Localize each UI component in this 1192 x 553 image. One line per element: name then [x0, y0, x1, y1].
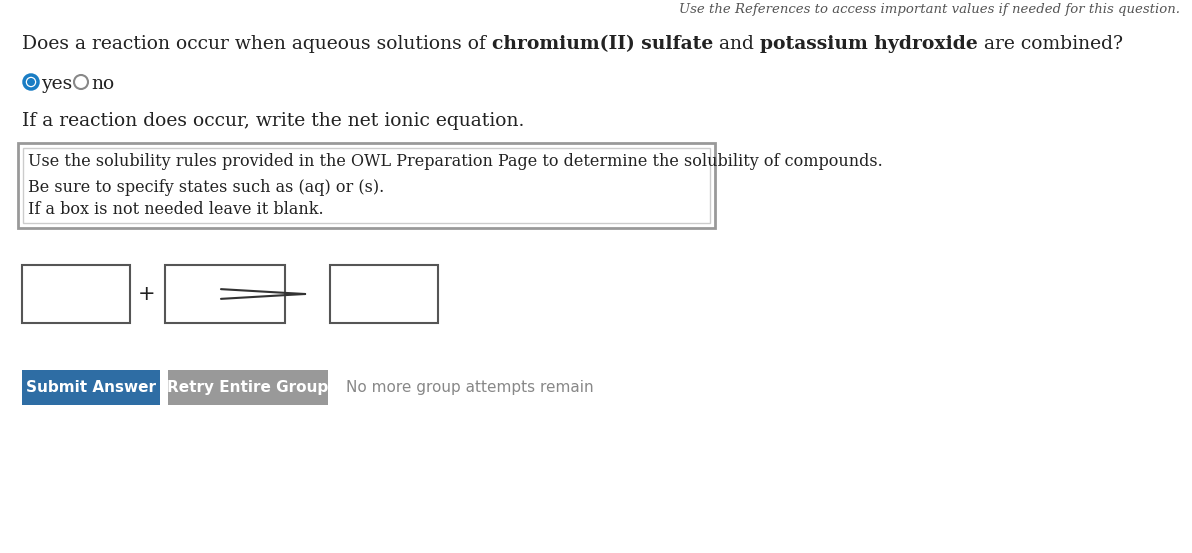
Circle shape [27, 78, 35, 86]
FancyBboxPatch shape [21, 370, 160, 405]
Text: are combined?: are combined? [977, 35, 1123, 53]
FancyBboxPatch shape [168, 370, 328, 405]
FancyBboxPatch shape [21, 265, 130, 323]
Text: yes: yes [41, 75, 73, 93]
Text: Does a reaction occur when aqueous solutions of: Does a reaction occur when aqueous solut… [21, 35, 492, 53]
Text: Use the solubility rules provided in the OWL Preparation Page to determine the s: Use the solubility rules provided in the… [27, 153, 883, 170]
Text: and: and [713, 35, 760, 53]
Text: If a box is not needed leave it blank.: If a box is not needed leave it blank. [27, 201, 323, 218]
Text: Be sure to specify states such as (aq) or (s).: Be sure to specify states such as (aq) o… [27, 179, 384, 196]
FancyBboxPatch shape [330, 265, 437, 323]
Text: +: + [138, 284, 156, 304]
Text: chromium(II) sulfate: chromium(II) sulfate [492, 35, 713, 53]
Text: Submit Answer: Submit Answer [26, 380, 156, 395]
FancyBboxPatch shape [23, 148, 710, 223]
Text: Use the References to access important values if needed for this question.: Use the References to access important v… [679, 3, 1180, 16]
Circle shape [24, 75, 38, 89]
Text: Retry Entire Group: Retry Entire Group [167, 380, 329, 395]
FancyBboxPatch shape [18, 143, 715, 228]
Text: No more group attempts remain: No more group attempts remain [346, 380, 594, 395]
FancyBboxPatch shape [164, 265, 285, 323]
Text: potassium hydroxide: potassium hydroxide [760, 35, 977, 53]
Text: If a reaction does occur, write the net ionic equation.: If a reaction does occur, write the net … [21, 112, 524, 130]
Text: no: no [91, 75, 114, 93]
Circle shape [74, 75, 88, 89]
